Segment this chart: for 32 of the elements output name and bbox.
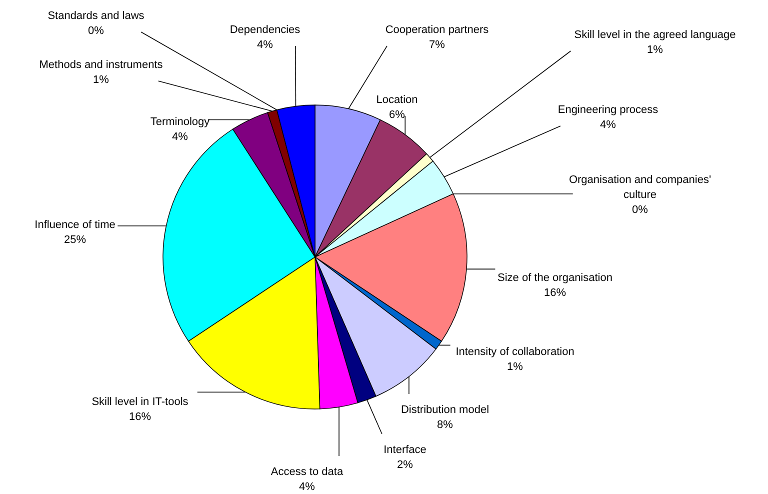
data-label: 8% <box>437 419 454 431</box>
slice-label: Distribution model <box>400 404 490 416</box>
data-label: 2% <box>397 459 414 471</box>
category-label: Standards and laws <box>48 10 144 22</box>
data-label: 6% <box>389 109 406 121</box>
data-label: 1% <box>93 74 110 86</box>
text: 0% <box>88 25 104 37</box>
data-label: 4% <box>299 481 316 493</box>
data-label: 4% <box>600 119 616 131</box>
slice-label: Location <box>376 94 418 106</box>
data-label: 7% <box>429 39 446 51</box>
data-label: 25% <box>64 234 86 246</box>
data-label: 16% <box>544 287 566 299</box>
data-label: 1% <box>507 361 524 373</box>
data-label: 16% <box>128 411 152 423</box>
text: 0% <box>632 204 648 216</box>
slice-label: Terminology <box>150 116 210 128</box>
slice-label: Interface <box>384 444 426 456</box>
data-label: 4% <box>257 39 274 51</box>
slice-label: Methods and instruments <box>39 59 164 71</box>
slice-label: Cooperation partners <box>385 24 490 36</box>
slice-label: Engineering process <box>558 104 659 116</box>
slice-label: Influence of time <box>34 219 116 231</box>
data-label: 4% <box>172 131 188 143</box>
slice-label: Skill level in the agreed language <box>574 29 736 41</box>
slice-label: Skill level in IT-tools <box>92 396 189 408</box>
data-label: 1% <box>647 44 664 56</box>
slice-label: Dependencies <box>230 24 301 36</box>
slice-label: Size of the organisation <box>498 272 612 284</box>
category-label: Organisation and companies' culture <box>568 174 712 201</box>
slice-label: Intensity of collaboration <box>456 346 574 358</box>
slice-label: Access to data <box>270 466 344 478</box>
